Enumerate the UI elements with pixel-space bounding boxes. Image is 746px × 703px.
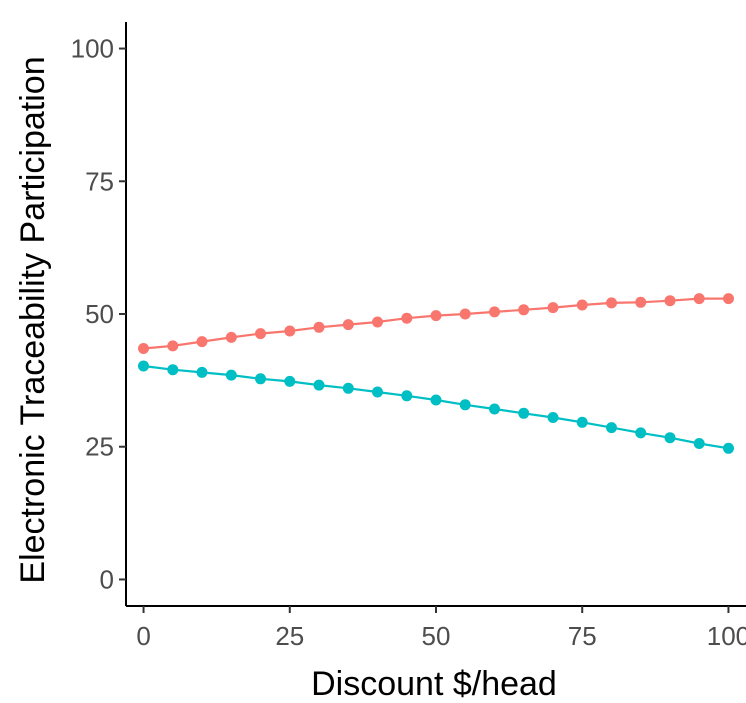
y-tick-label: 0 (100, 564, 114, 594)
series-2-point (138, 360, 149, 372)
x-axis-title: Discount $/head (311, 665, 557, 703)
series-1-point (723, 293, 734, 305)
series-2-point (284, 375, 296, 387)
series-2-point (518, 407, 530, 419)
series-2-point (606, 422, 617, 434)
series-2-point (342, 382, 354, 394)
x-tick-label: 50 (422, 621, 451, 651)
plot-area (138, 293, 734, 454)
series-1-point (342, 319, 354, 331)
series-2-point (459, 399, 471, 411)
y-tick-label: 50 (85, 299, 114, 329)
series-2-point (635, 427, 647, 439)
series-2-point (723, 442, 734, 454)
y-axis-title: Electronic Traceability Participation (14, 56, 52, 583)
series-1-point (576, 299, 588, 311)
y-tick-label: 25 (85, 432, 114, 462)
series-2-point (225, 369, 237, 381)
x-tick-label: 25 (275, 621, 304, 651)
series-2-point (167, 364, 179, 376)
x-tick-label: 75 (568, 621, 597, 651)
series-1-point (313, 321, 325, 333)
series-1-point (167, 340, 179, 352)
y-tick-label: 100 (71, 34, 114, 64)
series-2-point (664, 432, 676, 444)
series-2-point (693, 438, 705, 449)
series-2-point (372, 386, 383, 398)
axes: 0 25 50 75 100 0 25 50 75 100 (71, 22, 746, 651)
series-1-point (459, 308, 471, 320)
series-2-point (313, 379, 325, 391)
series-1-point (635, 296, 647, 308)
y-tick-label: 75 (85, 166, 114, 196)
series-1-point (196, 336, 208, 348)
series-1-point (693, 293, 705, 305)
series-2-point (489, 403, 500, 415)
series-1-point (547, 302, 559, 314)
series-1-point (255, 328, 266, 340)
series-1-point (606, 297, 617, 309)
series-1-point (664, 295, 676, 307)
series-2-point (255, 373, 266, 385)
series-2-point (430, 394, 442, 406)
series-1-point (518, 304, 530, 316)
series-1-point (138, 343, 149, 354)
series-2-point (196, 366, 208, 378)
series-2-point (576, 416, 588, 428)
series-1-point (401, 312, 413, 324)
x-tick-label: 100 (707, 621, 746, 651)
x-tick-label: 0 (136, 621, 150, 651)
series-1-point (372, 316, 383, 328)
series-1-point (489, 306, 500, 318)
series-1-point (284, 325, 296, 337)
series-2-point (401, 390, 413, 402)
series-1-point (225, 331, 237, 343)
series-2-point (547, 412, 559, 423)
series-1-point (430, 310, 442, 322)
